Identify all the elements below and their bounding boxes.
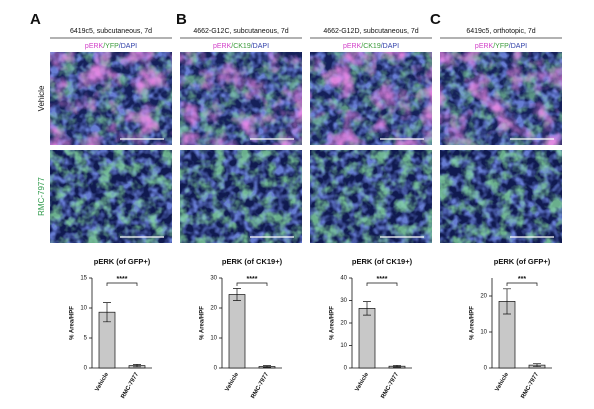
y-axis-label: % Area/HPF [470,306,476,340]
error-bar [233,288,241,301]
micrograph-perk [440,52,562,145]
stain-part: /DAPI [509,43,527,50]
y-tick-label: 0 [214,366,218,372]
y-tick-label: 30 [340,298,347,304]
y-tick-label: 10 [480,330,487,336]
chart-title: pERK (of CK19+) [222,257,283,266]
x-tick-label: Vehicle [355,371,371,392]
x-tick-label: RMC-7977 [120,371,140,400]
y-tick-label: 10 [340,343,347,349]
micrograph [50,150,172,243]
micrograph [180,52,302,145]
micrograph-green [50,150,172,243]
row-label: RMC-7977 [37,177,46,216]
stain-part: pERK [475,43,494,50]
micrograph [180,150,302,243]
stain-part: /DAPI [381,43,399,50]
y-axis-label: % Area/HPF [70,306,76,340]
y-axis-label: % Area/HPF [330,306,336,340]
chart-title: pERK (of GFP+) [94,257,151,266]
significance-label: **** [247,276,258,283]
stain-part: pERK [85,43,104,50]
y-tick-label: 30 [210,276,217,282]
panel-letter: C [430,11,441,28]
stain-legend: pERK/YFP/DAPI [85,43,137,50]
significance-bracket [106,282,138,286]
y-tick-label: 10 [80,306,87,312]
error-bar [393,364,401,368]
stain-part: pERK [213,43,232,50]
x-tick-label: Vehicle [95,371,111,392]
x-tick-label: RMC-7977 [250,371,270,400]
column-header: 6419c5, subcutaneous, 7d [70,28,152,35]
micrograph-green [440,150,562,243]
y-tick-label: 20 [210,306,217,312]
significance-bracket [506,282,538,286]
significance-label: **** [377,276,388,283]
y-tick-label: 20 [480,294,487,300]
panel-letter: B [176,11,187,28]
y-tick-label: 40 [340,276,347,282]
bar [228,294,246,369]
stain-part: pERK [343,43,362,50]
y-tick-label: 0 [84,366,88,372]
y-axis-label: % Area/HPF [200,306,206,340]
micrograph-perk [310,52,432,145]
x-tick-label: Vehicle [225,371,241,392]
significance-label: *** [518,276,526,283]
error-bar [533,363,541,367]
y-tick-label: 5 [84,336,88,342]
stain-part: /DAPI [119,43,137,50]
y-tick-label: 0 [344,366,348,372]
stain-part: /CK19 [361,43,381,50]
significance-bracket [236,282,268,286]
significance-bracket [366,282,398,286]
column-header: 4662-G12C, subcutaneous, 7d [193,28,288,35]
error-bar [133,364,141,368]
y-tick-label: 15 [80,276,87,282]
error-bar [103,302,111,323]
row-label: Vehicle [37,85,46,111]
micrograph [310,52,432,145]
x-tick-label: RMC-7977 [520,371,540,400]
stain-legend: pERK/CK19/DAPI [213,43,269,50]
micrograph-green [180,150,302,243]
stain-part: /YFP [493,43,509,50]
micrograph-green [310,150,432,243]
error-bar [503,288,511,315]
micrograph-perk [50,52,172,145]
column-header: 4662-G12D, subcutaneous, 7d [323,28,418,35]
y-tick-label: 20 [340,321,347,327]
micrograph-perk [180,52,302,145]
column-header: 6419c5, orthotopic, 7d [466,28,535,35]
micrograph [310,150,432,243]
stain-part: /YFP [103,43,119,50]
stain-part: /DAPI [251,43,269,50]
y-tick-label: 10 [210,336,217,342]
chart-title: pERK (of CK19+) [352,257,413,266]
chart-title: pERK (of GFP+) [494,257,551,266]
y-tick-label: 0 [484,366,488,372]
stain-part: /CK19 [231,43,251,50]
panel-letter: A [30,11,41,28]
micrograph [50,52,172,145]
stain-legend: pERK/YFP/DAPI [475,43,527,50]
significance-label: **** [117,276,128,283]
x-tick-label: Vehicle [495,371,511,392]
x-tick-label: RMC-7977 [380,371,400,400]
stain-legend: pERK/CK19/DAPI [343,43,399,50]
micrograph [440,52,562,145]
error-bar [363,301,371,316]
error-bar [263,365,271,368]
bar [358,308,376,369]
micrograph [440,150,562,243]
